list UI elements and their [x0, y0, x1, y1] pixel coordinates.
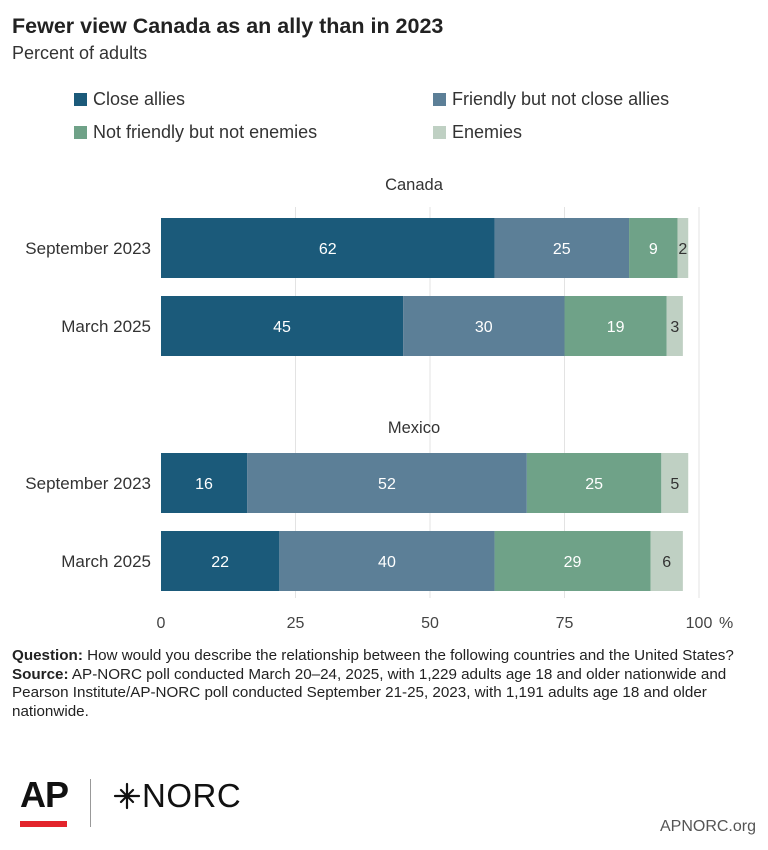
row-label: March 2025 — [61, 317, 151, 336]
group-label-mexico: Mexico — [388, 419, 440, 437]
bar-segment-enemies — [661, 453, 689, 513]
question-note: Question: How would you describe the rel… — [12, 647, 752, 666]
bar-data-label: 16 — [195, 476, 213, 493]
bar-data-label: 19 — [607, 319, 625, 336]
row-label: September 2023 — [25, 239, 151, 258]
bar-data-label: 25 — [585, 476, 603, 493]
bar-segment-not-friendly — [564, 296, 667, 356]
bar-segment-not-friendly — [494, 531, 651, 591]
bar-segment-not-friendly — [629, 218, 678, 278]
ap-logo-bar — [20, 821, 67, 827]
source-text: AP-NORC poll conducted March 20–24, 2025… — [12, 665, 727, 720]
bar-data-label: 62 — [319, 241, 337, 258]
norc-logo-text: NORC — [142, 777, 242, 814]
bar-data-label: 30 — [475, 319, 493, 336]
bar-segment-friendly — [494, 218, 630, 278]
x-tick-label-75: 75 — [556, 615, 574, 632]
legend-item-not-friendly: Not friendly but not enemies — [74, 122, 317, 143]
bar-data-label: 9 — [649, 241, 658, 258]
bar-data-label: 5 — [670, 476, 679, 493]
site-url: APNORC.org — [659, 818, 756, 835]
question-text: How would you describe the relationship … — [82, 647, 734, 664]
legend-label-close-allies: Close allies — [93, 89, 186, 109]
bar-data-label: 3 — [670, 319, 679, 336]
footer-notes: Question: How would you describe the rel… — [12, 647, 752, 721]
logo-divider — [90, 779, 91, 827]
chart-title: Fewer view Canada as an ally than in 202… — [12, 14, 444, 38]
bar-segment-enemies — [650, 531, 683, 591]
bar-segment-friendly — [279, 531, 495, 591]
legend-swatch-close-allies — [74, 93, 87, 106]
row-label: September 2023 — [25, 474, 151, 493]
bar-segment-not-friendly — [526, 453, 662, 513]
x-tick-label-50: 50 — [421, 615, 439, 632]
chart-subtitle: Percent of adults — [12, 43, 148, 63]
legend-swatch-friendly — [433, 93, 446, 106]
bar-segment-close-allies — [161, 453, 248, 513]
legend-label-not-friendly: Not friendly but not enemies — [93, 122, 318, 142]
bar-segment-close-allies — [161, 531, 280, 591]
ap-logo: AP — [20, 774, 69, 815]
bar-data-label: 29 — [564, 554, 582, 571]
norc-star-icon — [113, 782, 141, 810]
row-label: March 2025 — [61, 552, 151, 571]
question-label: Question: — [12, 647, 83, 664]
x-tick-label-100: 100 — [686, 615, 713, 632]
legend: Close allies Friendly but not close alli… — [0, 0, 768, 160]
bar-segment-close-allies — [161, 296, 404, 356]
bar-segment-friendly — [247, 453, 527, 513]
bar-data-label: 6 — [662, 554, 671, 571]
legend-label-enemies: Enemies — [452, 122, 523, 142]
norc-logo: NORC — [112, 779, 241, 813]
x-tick-label-25: 25 — [287, 615, 305, 632]
bar-data-label: 2 — [678, 241, 687, 258]
bar-data-label: 25 — [553, 241, 571, 258]
legend-swatch-enemies — [433, 126, 446, 139]
x-axis-unit: % — [719, 615, 733, 632]
legend-swatch-not-friendly — [74, 126, 87, 139]
bar-data-label: 45 — [273, 319, 291, 336]
bar-segment-enemies — [677, 218, 689, 278]
x-tick-label-0: 0 — [157, 615, 166, 632]
source-label: Source: — [12, 665, 69, 683]
bar-data-label: 22 — [211, 554, 229, 571]
group-label-canada: Canada — [385, 176, 444, 194]
bar-data-label: 40 — [378, 554, 396, 571]
bar-segment-enemies — [666, 296, 683, 356]
bar-data-label: 52 — [378, 476, 396, 493]
legend-item-friendly: Friendly but not close allies — [433, 89, 669, 110]
bar-segment-close-allies — [161, 218, 495, 278]
bar-segment-friendly — [403, 296, 565, 356]
legend-item-close-allies: Close allies — [74, 89, 185, 110]
legend-label-friendly: Friendly but not close allies — [452, 89, 670, 109]
legend-item-enemies: Enemies — [433, 122, 522, 143]
source-note: Source: AP-NORC poll conducted March 20–… — [12, 666, 752, 722]
